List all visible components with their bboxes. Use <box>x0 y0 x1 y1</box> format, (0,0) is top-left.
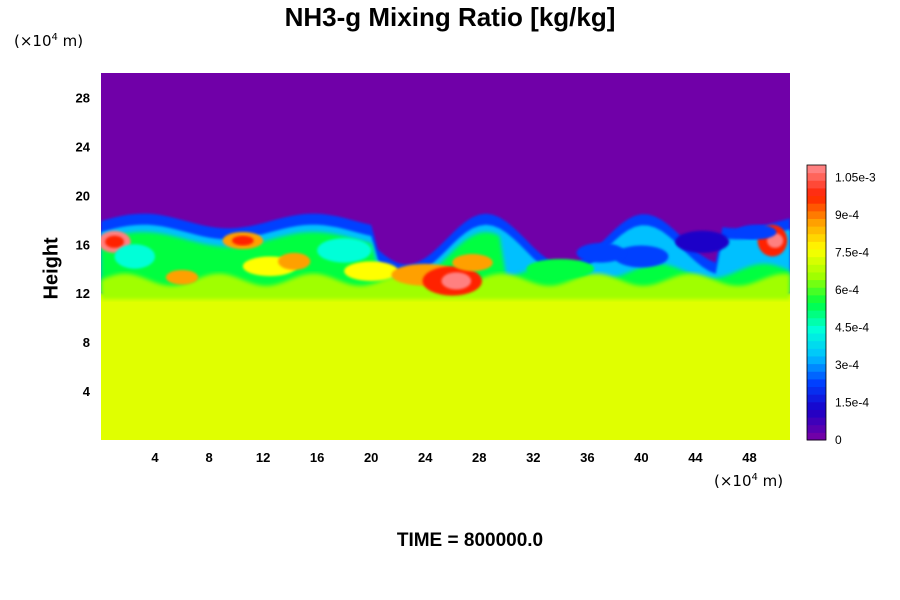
field-feature <box>441 272 472 290</box>
field-feature <box>165 269 199 285</box>
x-tick-label: 28 <box>472 450 486 465</box>
field-feature <box>277 252 311 270</box>
x-tick-label: 36 <box>580 450 594 465</box>
field-feature <box>526 258 595 279</box>
colorbar-band <box>807 279 826 288</box>
colorbar-band <box>807 424 826 433</box>
colorbar-tick-label: 0 <box>835 433 842 447</box>
colorbar-band <box>807 271 826 281</box>
colorbar-band <box>807 302 826 311</box>
field-feature <box>452 254 493 272</box>
x-tick-label: 44 <box>688 450 703 465</box>
colorbar-band <box>807 165 826 174</box>
colorbar-band <box>807 210 826 219</box>
field-feature <box>105 235 124 248</box>
y-tick-label: 20 <box>76 188 90 203</box>
chart-title: NH3-g Mixing Ratio [kg/kg] <box>284 2 616 32</box>
field-feature <box>317 238 372 263</box>
colorbar-band <box>807 218 826 227</box>
x-tick-label: 4 <box>151 450 159 465</box>
colorbar-tick-label: 3e-4 <box>835 358 859 372</box>
lower-layer-region <box>101 293 790 440</box>
colorbar-band <box>807 363 826 372</box>
colorbar-band <box>807 317 826 326</box>
colorbar-band <box>807 340 826 349</box>
x-axis-ticks: 4 8 12 16 20 24 28 32 36 40 44 48 <box>151 450 756 465</box>
colorbar-band <box>807 180 826 189</box>
colorbar-band <box>807 294 826 303</box>
heatmap-field <box>101 73 790 440</box>
y-tick-label: 24 <box>76 139 91 154</box>
x-tick-label: 24 <box>418 450 433 465</box>
colorbar: 0 1.5e-4 3e-4 4.5e-4 6e-4 7.5e-4 9e-4 1.05e-3 <box>806 164 876 447</box>
colorbar-band <box>807 203 826 212</box>
colorbar-band <box>807 195 826 204</box>
colorbar-band <box>807 241 826 250</box>
colorbar-band <box>807 256 826 265</box>
colorbar-tick-label: 1.5e-4 <box>835 396 869 410</box>
x-tick-label: 48 <box>742 450 756 465</box>
field-feature <box>735 224 777 240</box>
field-feature <box>232 235 254 246</box>
y-tick-label: 4 <box>83 384 91 399</box>
field-feature <box>675 230 730 253</box>
colorbar-band <box>807 348 826 357</box>
x-tick-label: 16 <box>310 450 324 465</box>
y-tick-label: 12 <box>76 286 90 301</box>
colorbar-band <box>807 394 826 403</box>
time-caption: TIME = 800000.0 <box>396 530 544 551</box>
colorbar-tick-label: 7.5e-4 <box>835 246 869 260</box>
colorbar-band <box>807 172 826 181</box>
colorbar-band <box>807 310 826 319</box>
colorbar-tick-label: 1.05e-3 <box>835 171 876 185</box>
x-tick-label: 40 <box>634 450 648 465</box>
colorbar-frame <box>806 164 827 441</box>
colorbar-tick-label: 9e-4 <box>835 208 859 222</box>
colorbar-band <box>807 417 826 426</box>
colorbar-band <box>807 386 826 395</box>
colorbar-band <box>807 355 826 365</box>
colorbar-band <box>807 325 826 334</box>
colorbar-band <box>807 226 826 235</box>
field-feature <box>114 244 156 269</box>
colorbar-band <box>807 378 826 388</box>
y-tick-label: 16 <box>76 237 90 252</box>
mixing-layer <box>101 213 790 300</box>
y-tick-label: 8 <box>83 335 90 350</box>
colorbar-band <box>807 287 826 296</box>
colorbar-band <box>807 333 826 342</box>
colorbar-band <box>807 264 826 273</box>
field-feature <box>576 243 626 263</box>
colorbar-tick-label: 4.5e-4 <box>835 321 869 335</box>
x-axis-unit: (×104 m) <box>714 472 784 490</box>
field-feature <box>344 261 399 281</box>
colorbar-band <box>807 187 826 197</box>
field-feature <box>614 245 669 268</box>
colorbar-band <box>807 249 826 258</box>
colorbar-band <box>807 401 826 410</box>
x-tick-label: 12 <box>256 450 270 465</box>
x-tick-label: 32 <box>526 450 540 465</box>
y-axis-unit: (×104 m) <box>14 32 84 50</box>
colorbar-band <box>807 409 826 418</box>
colorbar-band <box>807 371 826 380</box>
x-tick-label: 8 <box>205 450 212 465</box>
colorbar-tick-label: 6e-4 <box>835 283 859 297</box>
colorbar-band <box>807 233 826 242</box>
x-tick-label: 20 <box>364 450 378 465</box>
y-axis-ticks: 4 8 12 16 20 24 28 <box>76 90 91 399</box>
colorbar-band <box>807 432 826 441</box>
y-tick-label: 28 <box>76 90 90 105</box>
